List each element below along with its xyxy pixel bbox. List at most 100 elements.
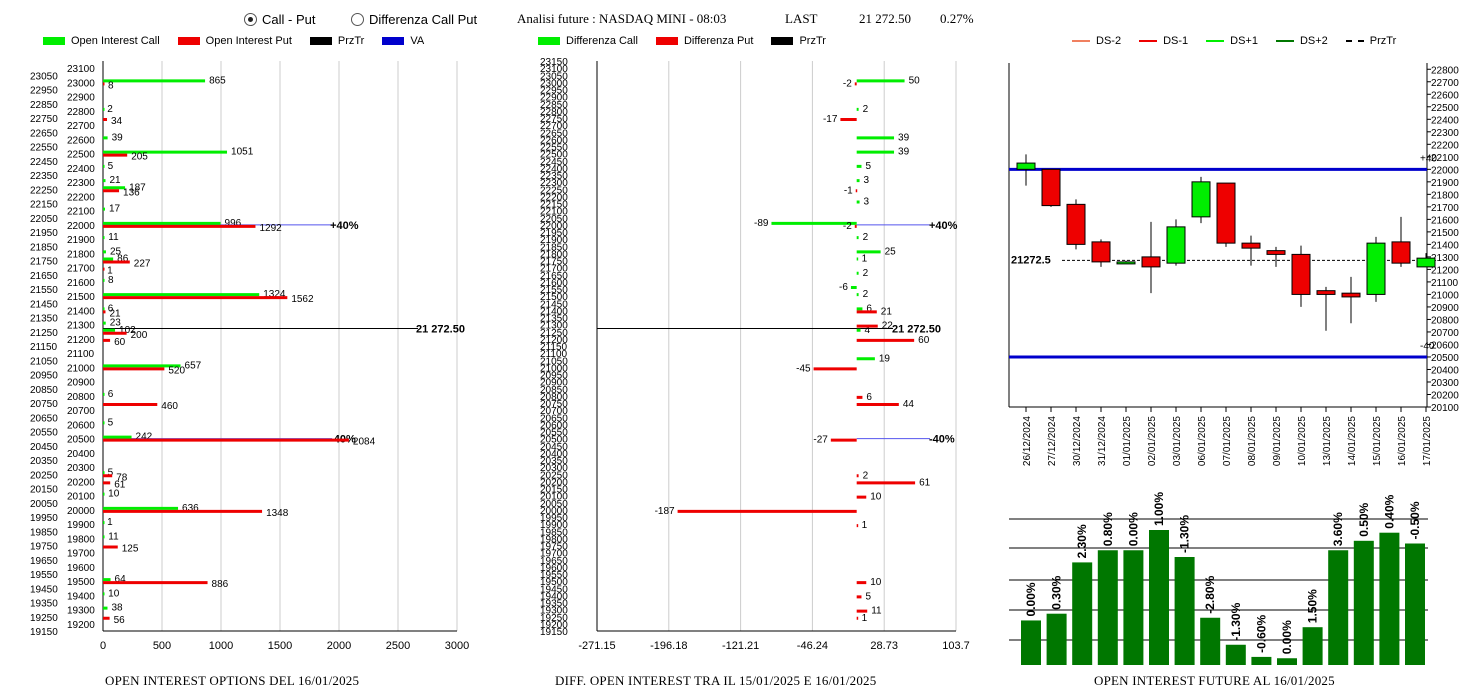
y-tick-label: 20300 bbox=[1431, 378, 1459, 389]
call-value-label: 10 bbox=[108, 489, 120, 500]
y-tick-label: 19550 bbox=[540, 570, 568, 581]
call-value-label: 23 bbox=[110, 318, 122, 329]
diff-put-label: 1 bbox=[862, 520, 868, 531]
x-tick-label: 31/12/2024 bbox=[1097, 416, 1108, 466]
y-tick-label: 21150 bbox=[30, 342, 58, 353]
y-tick-label: 19250 bbox=[540, 613, 568, 624]
put-value-label: 1348 bbox=[266, 508, 289, 519]
y-tick-label: 22200 bbox=[1431, 140, 1459, 151]
candle-body bbox=[1166, 226, 1186, 264]
radio-differenza[interactable]: Differenza Call Put bbox=[351, 12, 477, 27]
diff-put-label: -1 bbox=[844, 185, 853, 196]
legend-label: DS+2 bbox=[1299, 35, 1328, 47]
chart4-title: OPEN INTEREST FUTURE AL 16/01/2025 bbox=[1094, 673, 1335, 688]
y-tick-label: 20900 bbox=[67, 378, 95, 389]
y-tick-label: 20250 bbox=[30, 470, 58, 481]
call-value-label: 242 bbox=[136, 432, 153, 443]
oi-future-label: 1.00% bbox=[1152, 492, 1166, 526]
call-value-label: 17 bbox=[109, 204, 121, 215]
legend-line bbox=[1275, 40, 1294, 42]
call-value-label: 5 bbox=[108, 467, 114, 478]
call-value-label: 6 bbox=[108, 303, 114, 314]
przTr-label: 21 272.50 bbox=[892, 324, 941, 336]
call-value-label: 64 bbox=[115, 574, 127, 585]
y-tick-label: 21500 bbox=[67, 292, 95, 303]
oi-future-bar bbox=[1046, 613, 1067, 665]
y-tick-label: 22800 bbox=[1431, 65, 1459, 76]
diff-call-label: 2 bbox=[863, 268, 869, 279]
oi-future-bar bbox=[1200, 617, 1221, 665]
put-value-label: 520 bbox=[168, 365, 185, 376]
call-bar bbox=[103, 471, 105, 475]
y-tick-label: 21900 bbox=[1431, 178, 1459, 189]
y-tick-label: 22400 bbox=[1431, 115, 1459, 126]
header-last-value: 21 272.50 bbox=[859, 11, 911, 26]
diff-call-bar bbox=[856, 164, 862, 168]
diff-put-bar bbox=[856, 474, 859, 478]
y-tick-label: 21100 bbox=[1431, 278, 1459, 289]
y-tick-label: 21250 bbox=[540, 328, 568, 339]
y-tick-label: 20550 bbox=[540, 428, 568, 439]
diff-put-bar bbox=[856, 524, 859, 528]
call-bar bbox=[103, 207, 106, 211]
y-tick-label: 21650 bbox=[30, 271, 58, 282]
put-value-label: 78 bbox=[116, 472, 128, 483]
y-tick-label: 19200 bbox=[540, 620, 568, 631]
call-value-label: 21 bbox=[109, 175, 121, 186]
call-value-label: 996 bbox=[225, 218, 242, 229]
y-tick-label: 19400 bbox=[540, 591, 568, 602]
x-tick-label: 26/12/2024 bbox=[1022, 416, 1033, 466]
legend-item-oi-put: Open Interest Put bbox=[177, 35, 292, 47]
diff-call-label: 25 bbox=[885, 246, 897, 257]
diff-call-bar bbox=[856, 179, 860, 183]
put-bar bbox=[103, 616, 110, 620]
va-label: +40% bbox=[929, 220, 958, 232]
y-tick-label: 20100 bbox=[67, 492, 95, 503]
call-value-label: 10 bbox=[108, 588, 120, 599]
diff-put-label: 2 bbox=[863, 470, 869, 481]
radio-call-put[interactable]: Call - Put bbox=[244, 12, 315, 27]
call-value-label: 8 bbox=[108, 275, 114, 286]
radio-call-put-label: Call - Put bbox=[262, 12, 316, 27]
legend-item-ds+2: DS+2 bbox=[1275, 35, 1328, 47]
y-tick-label: 20200 bbox=[1431, 390, 1459, 401]
y-tick-label: 20800 bbox=[540, 392, 568, 403]
radio-dot-selected[interactable] bbox=[244, 13, 257, 26]
put-value-label: 1562 bbox=[291, 294, 314, 305]
y-tick-label: 20100 bbox=[540, 492, 568, 503]
y-tick-label: 21450 bbox=[540, 299, 568, 310]
y-tick-label: 21700 bbox=[67, 264, 95, 275]
legend-item-ds-1: DS-1 bbox=[1139, 35, 1188, 47]
call-bar bbox=[103, 164, 105, 168]
radio-dot-unselected[interactable] bbox=[351, 13, 364, 26]
put-bar bbox=[103, 189, 120, 193]
put-value-label: 205 bbox=[131, 152, 148, 163]
y-tick-label: 21600 bbox=[540, 278, 568, 289]
diff-put-bar bbox=[856, 338, 915, 342]
y-tick-label: 22350 bbox=[540, 171, 568, 182]
oi-future-label: 3.60% bbox=[1331, 512, 1345, 546]
y-tick-label: 19350 bbox=[30, 599, 58, 610]
y-tick-label: 21300 bbox=[1431, 253, 1459, 264]
diff-put-bar bbox=[856, 324, 878, 328]
call-bar bbox=[103, 293, 260, 297]
diff-put-label: 60 bbox=[918, 335, 930, 346]
call-value-label: 1051 bbox=[231, 147, 254, 158]
y-tick-label: 19650 bbox=[540, 556, 568, 567]
y-tick-label: 20750 bbox=[540, 399, 568, 410]
y-tick-label: 23100 bbox=[67, 64, 95, 75]
y-tick-label: 21750 bbox=[540, 257, 568, 268]
y-tick-label: 20900 bbox=[1431, 303, 1459, 314]
call-value-label: 1324 bbox=[263, 289, 286, 300]
y-tick-label: 22600 bbox=[540, 135, 568, 146]
call-value-label: 39 bbox=[112, 132, 124, 143]
y-tick-label: 21950 bbox=[30, 228, 58, 239]
put-bar bbox=[103, 481, 111, 485]
y-tick-label: 22100 bbox=[540, 207, 568, 218]
diff-call-label: -6 bbox=[839, 282, 848, 293]
oi-future-bar bbox=[1225, 644, 1246, 665]
diff-put-bar bbox=[840, 118, 857, 121]
candle-body bbox=[1041, 168, 1061, 207]
legend-line bbox=[1345, 40, 1364, 42]
